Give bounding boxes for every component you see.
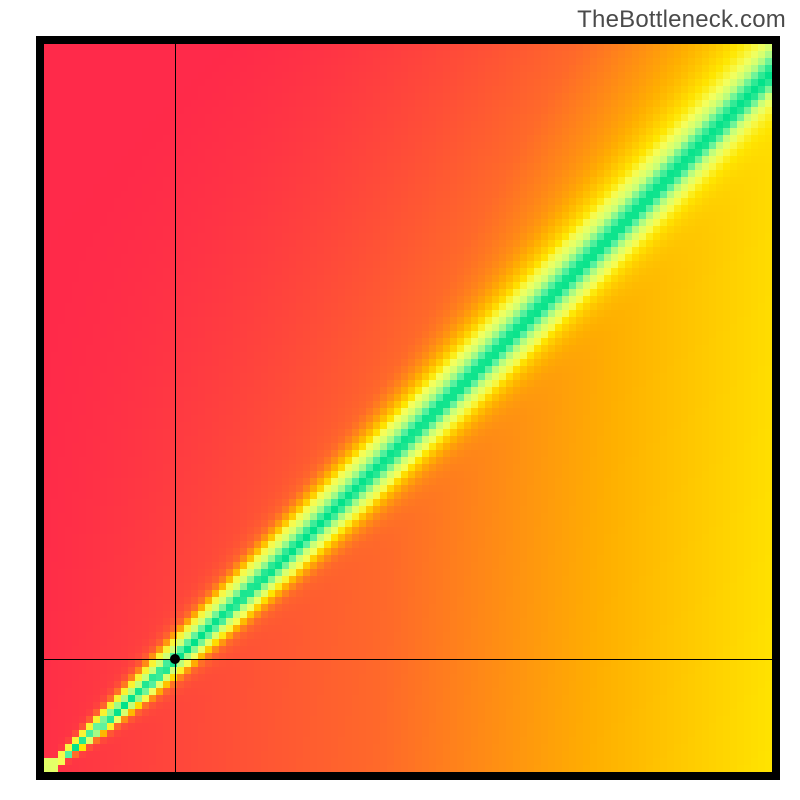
bottleneck-heatmap [36, 36, 780, 780]
crosshair-horizontal [44, 659, 772, 660]
selected-point [170, 654, 180, 664]
watermark-text: TheBottleneck.com [577, 6, 786, 34]
heatmap-canvas [44, 44, 772, 772]
